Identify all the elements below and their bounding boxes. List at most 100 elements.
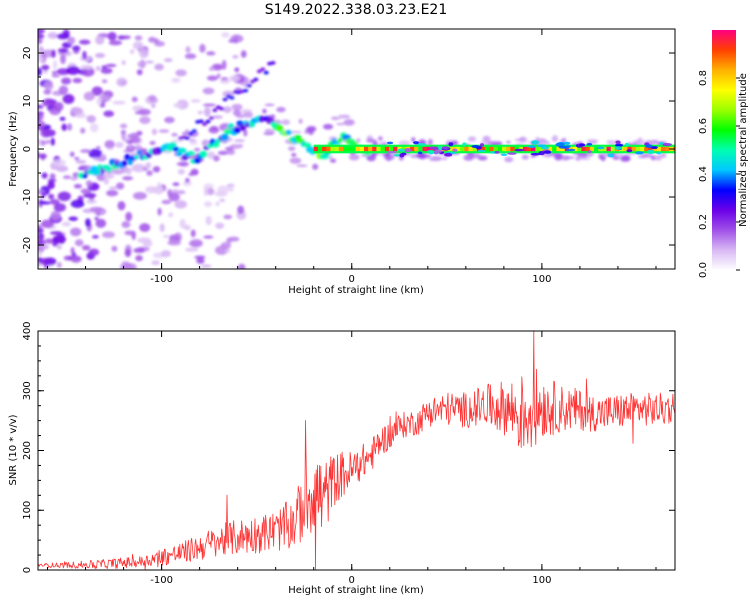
spectral-blob <box>80 188 92 194</box>
spectral-blob <box>133 154 140 160</box>
spectral-blob <box>89 123 99 133</box>
spectral-blob <box>452 148 458 152</box>
spectral-blob <box>219 198 226 202</box>
colorbar-tick-label: 0.4 <box>698 166 709 182</box>
spectral-blob <box>106 166 112 173</box>
spectral-blob <box>82 244 91 251</box>
spectral-blob <box>92 235 99 239</box>
spectrogram-xtick-label: 100 <box>532 274 551 285</box>
spectral-blob <box>161 250 171 258</box>
spectral-pixel <box>489 146 494 152</box>
spectral-blob <box>94 52 106 58</box>
spectral-blob <box>182 181 192 187</box>
spectral-blob <box>462 142 467 147</box>
spectral-pixel <box>481 146 486 152</box>
spectral-blob <box>441 157 448 160</box>
spectral-blob <box>223 128 232 135</box>
spectral-blob <box>249 79 255 84</box>
spectral-blob <box>45 139 51 145</box>
spectral-blob <box>177 147 187 154</box>
spectral-blob <box>38 39 43 44</box>
spectral-blob <box>40 128 52 138</box>
spectral-pixel <box>501 146 507 152</box>
spectral-blob <box>448 142 454 147</box>
spectral-blob <box>586 139 599 142</box>
spectral-blob <box>504 156 514 163</box>
spectral-blob <box>596 146 605 150</box>
spectral-blob <box>188 131 194 136</box>
spectral-blob <box>270 61 276 65</box>
snr-ytick-label: 100 <box>22 501 33 520</box>
colorbar-ticks: 0.0 0.2 0.4 0.6 0.8 <box>698 70 740 278</box>
spectrogram-ytick-label: 10 <box>22 95 33 108</box>
spectral-blob <box>67 123 73 131</box>
spectral-blob <box>212 142 220 148</box>
spectral-blob <box>56 244 62 250</box>
spectral-pixel <box>497 146 503 152</box>
spectral-blob <box>112 100 126 105</box>
spectral-blob <box>527 145 537 149</box>
spectral-blob <box>479 143 485 147</box>
spectral-blob <box>38 250 43 257</box>
spectral-blob <box>193 147 201 152</box>
spectral-blob <box>607 153 615 158</box>
spectral-blob <box>444 152 453 157</box>
spectral-pixel <box>393 146 398 152</box>
spectral-blob <box>306 125 317 133</box>
spectral-blob <box>61 221 71 227</box>
spectral-blob <box>51 70 58 75</box>
spectral-blob <box>337 137 343 143</box>
spectral-pixel <box>359 146 365 152</box>
spectral-blob <box>73 50 80 54</box>
spectral-blob <box>136 69 143 76</box>
spectral-pixel <box>660 146 666 152</box>
spectral-blob <box>50 210 61 221</box>
spectral-blob <box>85 218 91 227</box>
spectral-pixel <box>527 146 532 152</box>
spectral-blob <box>417 143 427 146</box>
spectral-blob <box>386 150 397 154</box>
spectral-blob <box>212 115 223 119</box>
spectral-blob <box>289 157 302 164</box>
spectrogram-ytick-label: 20 <box>22 47 33 60</box>
spectral-blob <box>494 150 500 154</box>
spectral-blob <box>51 74 60 78</box>
spectral-blob <box>142 240 153 247</box>
spectral-blob <box>49 198 60 205</box>
spectral-blob <box>233 127 241 134</box>
spectral-blob <box>40 153 46 161</box>
spectral-blob <box>487 140 498 145</box>
spectral-blob <box>88 148 103 159</box>
spectral-pixel <box>455 146 461 152</box>
spectral-blob <box>229 75 241 82</box>
spectral-blob <box>94 216 99 221</box>
spectral-blob <box>322 123 334 130</box>
spectral-blob <box>103 179 110 185</box>
spectral-blob <box>243 88 249 93</box>
spectral-blob <box>202 87 215 95</box>
spectral-blob <box>38 33 45 40</box>
spectral-blob <box>39 201 51 205</box>
spectral-blob <box>202 122 208 126</box>
spectral-blob <box>79 164 90 170</box>
spectral-blob <box>477 149 486 153</box>
snr-xtick-label: 100 <box>532 575 551 586</box>
spectral-blob <box>220 133 230 142</box>
spectral-blob <box>281 119 291 125</box>
spectral-blob <box>253 77 259 82</box>
spectral-blob <box>139 116 151 125</box>
spectral-blob <box>86 115 96 123</box>
spectral-blob <box>331 116 340 120</box>
spectral-pixel <box>317 146 323 152</box>
spectral-blob <box>129 49 135 55</box>
spectral-blob <box>70 199 85 208</box>
spectral-blob <box>38 115 44 120</box>
spectral-blob <box>117 201 126 211</box>
spectral-blob <box>285 129 292 136</box>
spectral-blob <box>231 103 243 111</box>
spectral-blob <box>260 67 266 72</box>
spectral-blob <box>40 219 55 229</box>
spectral-blob <box>38 142 42 146</box>
spectral-blob <box>57 48 69 54</box>
spectral-blob <box>190 99 201 103</box>
